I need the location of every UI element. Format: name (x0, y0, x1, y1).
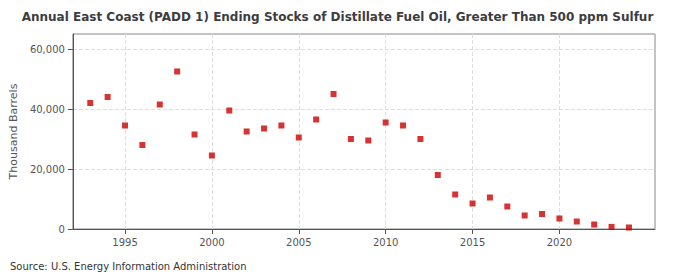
svg-text:2015: 2015 (460, 237, 485, 248)
svg-text:Annual East Coast (PADD 1) End: Annual East Coast (PADD 1) Ending Stocks… (22, 10, 654, 24)
svg-text:1995: 1995 (112, 237, 137, 248)
svg-text:2005: 2005 (286, 237, 311, 248)
svg-text:2020: 2020 (547, 237, 572, 248)
svg-text:60,000: 60,000 (30, 44, 65, 55)
svg-text:Source: U.S. Energy Informatio: Source: U.S. Energy Information Administ… (10, 261, 247, 272)
svg-text:2000: 2000 (199, 237, 224, 248)
svg-text:20,000: 20,000 (30, 164, 65, 175)
svg-text:40,000: 40,000 (30, 104, 65, 115)
svg-text:Thousand Barrels: Thousand Barrels (7, 83, 20, 180)
svg-text:2010: 2010 (373, 237, 398, 248)
svg-text:0: 0 (59, 224, 65, 235)
